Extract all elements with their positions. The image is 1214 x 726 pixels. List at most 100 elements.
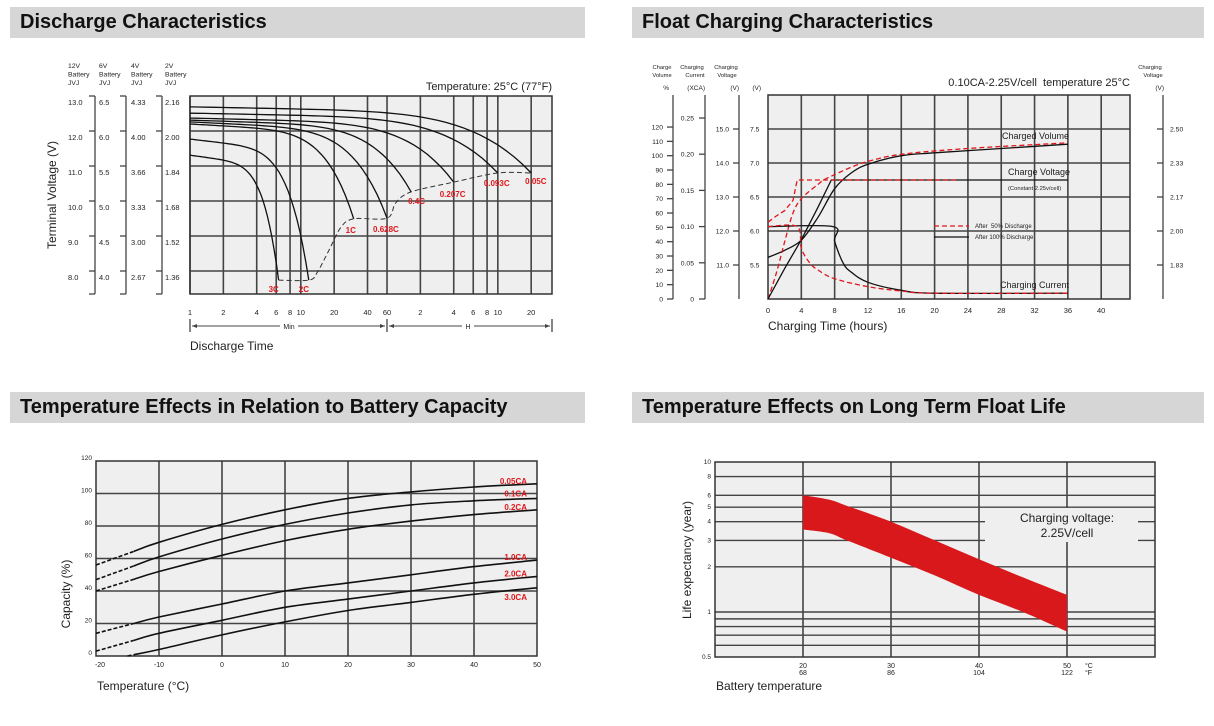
discharge-curve-1C xyxy=(189,123,355,220)
charging-current-tick-label: 0.25 xyxy=(681,116,694,123)
discharge-cutoff-dashed-line xyxy=(278,171,532,282)
capacity-y-tick-label: 80 xyxy=(85,520,93,527)
capacity-x-tick-label: -10 xyxy=(154,662,164,669)
charge-volume-tick-label: 120 xyxy=(652,125,664,132)
charging-voltage-12v-tick-label: 11.0 xyxy=(716,263,729,270)
discharge-x-tick-label: 20 xyxy=(330,308,338,317)
discharge-curve-label: 0.207C xyxy=(440,190,466,199)
voltage-axis-tick-label: 1.84 xyxy=(165,168,180,177)
discharge-curve-label: 0.4C xyxy=(408,197,425,206)
charging-voltage-12v-axis-header: Voltage xyxy=(717,73,736,79)
life-y-tick-label: 4 xyxy=(707,519,711,526)
float-x-tick-label: 36 xyxy=(1064,306,1072,315)
life-x-tick-label-fahrenheit: 122 xyxy=(1061,670,1073,677)
charging-voltage-annotation-value: 2.25V/cell xyxy=(1041,526,1094,540)
voltage-axis-tick-label: 11.0 xyxy=(68,168,82,177)
voltage-axis-tick-label: 1.68 xyxy=(165,203,180,212)
voltage-axis-tick-label: 4.33 xyxy=(131,98,146,107)
charge-voltage-label: Charge Voltage xyxy=(1008,167,1070,177)
charging-voltage-annotation: Charging voltage: xyxy=(1020,511,1114,525)
life-x-axis-title: Battery temperature xyxy=(716,679,822,693)
capacity-curve-extrapolated-0_1CA xyxy=(95,565,135,581)
capacity-curve-extrapolated-3_0CA xyxy=(127,653,134,657)
discharge-x-tick-label: 4 xyxy=(255,308,259,317)
float-life-section-header: Temperature Effects on Long Term Float L… xyxy=(632,392,1204,423)
charging-voltage-6v-tick-label: 7.0 xyxy=(750,161,760,168)
voltage-axis-tick-label: 4.5 xyxy=(99,238,109,247)
capacity-curve-extrapolated-2_0CA xyxy=(95,639,135,652)
capacity-x-tick-label: 30 xyxy=(407,662,415,669)
voltage-axis-header: JVJ xyxy=(131,80,142,87)
life-x-tick-label-fahrenheit: 86 xyxy=(887,670,895,677)
float-plot-border xyxy=(767,94,1131,300)
discharge-curve-label: 0.628C xyxy=(373,225,399,234)
voltage-axis-header: 6V xyxy=(99,63,108,70)
float-voltage-curve-after-100pct xyxy=(767,179,1068,300)
discharge-curve-0_4C xyxy=(189,119,412,193)
float-voltage-curve-after-50pct xyxy=(767,179,957,223)
charge-volume-tick-label: 60 xyxy=(655,211,663,218)
capacity-x-tick-label: 0 xyxy=(220,662,224,669)
capacity-y-tick-label: 40 xyxy=(85,585,93,592)
charge-volume-tick-label: 100 xyxy=(652,153,664,160)
discharge-x-axis-title: Discharge Time xyxy=(190,339,274,353)
charging-voltage-12v-axis-header: Charging xyxy=(714,65,738,71)
voltage-axis-header: Battery xyxy=(131,72,153,79)
capacity-y-tick-label: 0 xyxy=(88,650,92,657)
charging-voltage-12v-tick-label: 15.0 xyxy=(716,127,729,134)
legend-label-after-100pct: After 100% Discharge xyxy=(975,235,1034,241)
charging-voltage-12v-tick-label: 13.0 xyxy=(716,195,729,202)
min-range-label: Min xyxy=(283,324,294,331)
voltage-axis-tick-label: 3.33 xyxy=(131,203,146,212)
discharge-curve-label: 0.093C xyxy=(484,179,510,188)
life-x-tick-label-celsius: 30 xyxy=(887,663,895,670)
charging-current-axis-unit: (XCA) xyxy=(687,85,705,92)
discharge-x-tick-label: 20 xyxy=(527,308,535,317)
life-plot-border xyxy=(714,461,1156,658)
discharge-curve-0_093C xyxy=(189,112,499,174)
float-x-tick-label: 32 xyxy=(1030,306,1038,315)
discharge-x-tick-label: 10 xyxy=(494,308,502,317)
life-y-tick-label: 2 xyxy=(707,564,711,571)
discharge-curve-label: 3C xyxy=(269,285,279,294)
charging-voltage-cell-tick-label: 1.83 xyxy=(1170,263,1183,270)
discharge-x-tick-label: 10 xyxy=(297,308,305,317)
capacity-y-axis-title: Capacity (%) xyxy=(59,560,73,629)
voltage-axis-tick-label: 3.66 xyxy=(131,168,146,177)
charge-volume-tick-label: 20 xyxy=(655,268,663,275)
voltage-axis-header: JVJ xyxy=(99,80,110,87)
life-y-tick-label: 6 xyxy=(707,492,711,499)
discharge-curve-label: 0.05C xyxy=(525,177,547,186)
voltage-axis-header: 12V xyxy=(68,63,81,70)
voltage-axis-tick-label: 5.5 xyxy=(99,168,109,177)
float-volume-curve-after-50pct xyxy=(767,142,1068,300)
voltage-axis-tick-label: 10.0 xyxy=(68,203,83,212)
float-x-tick-label: 16 xyxy=(897,306,905,315)
voltage-axis-tick-label: 13.0 xyxy=(68,98,83,107)
discharge-curve-3C xyxy=(189,154,280,281)
float-x-tick-label: 28 xyxy=(997,306,1005,315)
capacity-x-tick-label: 50 xyxy=(533,662,541,669)
charging-voltage-6v-axis-unit: (V) xyxy=(752,85,761,92)
charging-current-label: Charging Current xyxy=(1000,280,1070,290)
discharge-x-tick-label: 6 xyxy=(471,308,475,317)
voltage-axis-tick-label: 6.5 xyxy=(99,98,109,107)
discharge-curve-0_207C xyxy=(189,117,455,183)
charge-volume-tick-label: 0 xyxy=(659,297,663,304)
voltage-axis-tick-label: 2.00 xyxy=(165,133,180,142)
life-x-tick-label-fahrenheit: 68 xyxy=(799,670,807,677)
capacity-section-header: Temperature Effects in Relation to Batte… xyxy=(10,392,585,423)
capacity-curve-extrapolated-1_0CA xyxy=(95,622,135,635)
voltage-axis-header: 4V xyxy=(131,63,140,70)
charging-voltage-12v-tick-label: 12.0 xyxy=(716,229,729,236)
voltage-axis-header: 2V xyxy=(165,63,174,70)
arrowhead-icon xyxy=(192,324,197,328)
charged-volume-label: Charged Volume xyxy=(1002,131,1069,141)
charging-voltage-12v-tick-label: 14.0 xyxy=(716,161,729,168)
voltage-axis-tick-label: 1.52 xyxy=(165,238,180,247)
charging-voltage-cell-tick-label: 2.50 xyxy=(1170,127,1183,134)
charge-volume-tick-label: 10 xyxy=(655,282,663,289)
discharge-plot-border xyxy=(189,95,553,295)
capacity-plot-border xyxy=(95,460,538,657)
capacity-curve-label: 2.0CA xyxy=(504,569,527,578)
